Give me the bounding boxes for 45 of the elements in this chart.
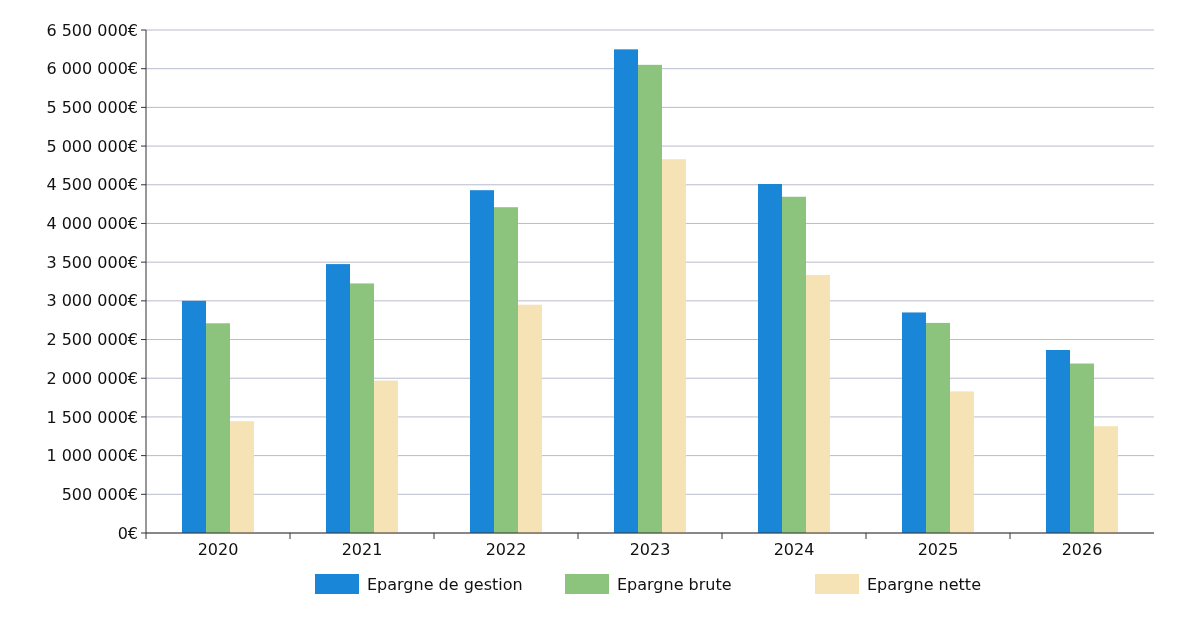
legend-label: Epargne nette <box>867 574 981 594</box>
y-tick-label: 2 000 000€ <box>46 368 138 388</box>
bar <box>1094 426 1118 533</box>
bar <box>902 312 926 533</box>
bar <box>326 264 350 533</box>
bar <box>470 190 494 533</box>
bar <box>758 184 782 533</box>
y-tick-label: 3 000 000€ <box>46 291 138 311</box>
x-tick-label: 2021 <box>341 540 383 559</box>
bar <box>494 207 518 533</box>
y-tick-label: 500 000€ <box>61 484 138 504</box>
y-tick-label: 1 500 000€ <box>46 407 138 427</box>
bar <box>230 421 254 533</box>
x-tick-label: 2024 <box>773 540 815 559</box>
bar <box>1046 349 1070 533</box>
x-tick-label: 2025 <box>917 540 959 559</box>
x-tick-label: 2022 <box>485 540 527 559</box>
y-tick-label: 0€ <box>117 523 138 543</box>
y-tick-label: 6 500 000€ <box>46 20 138 40</box>
y-tick-label: 4 000 000€ <box>46 214 138 234</box>
y-tick-label: 6 000 000€ <box>46 59 138 79</box>
legend-label: Epargne de gestion <box>367 574 523 594</box>
bar <box>614 49 638 533</box>
bar <box>182 300 206 533</box>
x-tick-label: 2026 <box>1061 540 1103 559</box>
bar <box>926 322 950 533</box>
bar <box>662 159 686 533</box>
bar <box>206 323 230 533</box>
bar <box>950 391 974 533</box>
y-tick-label: 5 500 000€ <box>46 97 138 117</box>
bar <box>374 380 398 533</box>
x-tick-label: 2020 <box>197 540 239 559</box>
y-tick-label: 4 500 000€ <box>46 175 138 195</box>
bar <box>782 196 806 533</box>
bar <box>350 283 374 533</box>
bar <box>806 274 830 533</box>
y-tick-label: 5 000 000€ <box>46 136 138 156</box>
y-tick-label: 2 500 000€ <box>46 330 138 350</box>
x-tick-label: 2023 <box>629 540 671 559</box>
y-tick-label: 3 500 000€ <box>46 252 138 272</box>
y-tick-label: 1 000 000€ <box>46 446 138 466</box>
legend-label: Epargne brute <box>617 574 732 594</box>
bar <box>518 304 542 533</box>
bar <box>638 64 662 533</box>
bar <box>1070 363 1094 533</box>
